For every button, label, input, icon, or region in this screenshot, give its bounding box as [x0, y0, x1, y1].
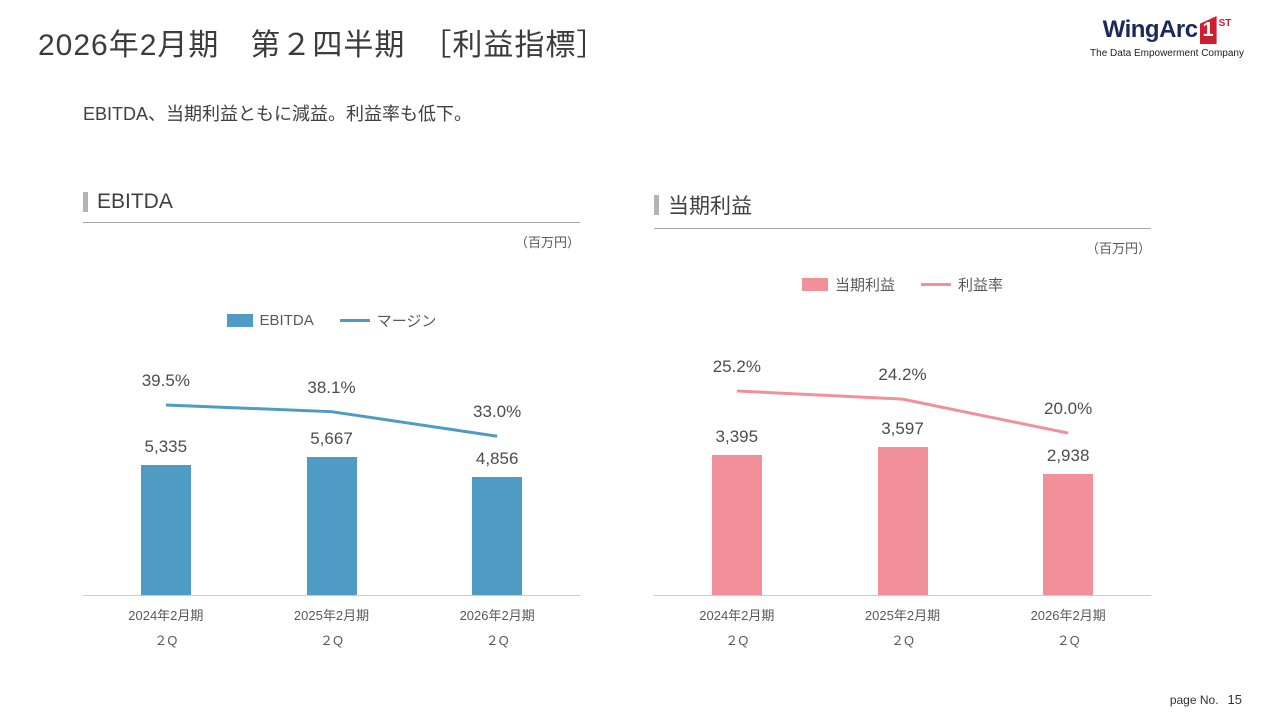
legend-item-profit-rate: 利益率 [921, 274, 1003, 295]
bar-2 [1043, 474, 1094, 595]
net-income-legend: 当期利益 利益率 [654, 274, 1151, 295]
bar-swatch-icon [226, 314, 253, 327]
bar-0 [140, 465, 191, 595]
net-income-section-header: 当期利益 [654, 190, 1151, 229]
category-label-0: 2024年2月期 ２Q [699, 608, 775, 648]
logo-tagline: The Data Empowerment Company [1090, 48, 1244, 59]
legend-item-ebitda: EBITDA [226, 310, 314, 331]
net-income-plot-area: 3,395 25.2% 2024年2月期 ２Q 3,597 24.2% 2025年2月期 ２Q… [654, 340, 1151, 648]
net-income-chart-panel: 当期利益 （百万円） 当期利益 利益率 3,395 25.2% 2024年2月期 ２Q… [654, 190, 1151, 660]
legend-label-net-income: 当期利益 [834, 277, 895, 294]
line-swatch-icon [921, 283, 951, 286]
page-number: 15 [1227, 692, 1242, 707]
bar-0 [711, 455, 762, 595]
category-label-1: 2025年2月期 ２Q [864, 608, 941, 648]
line-point-label-1: 24.2% [878, 365, 927, 385]
legend-item-net-income: 当期利益 [801, 274, 895, 295]
bar-value-label-0: 3,395 [715, 427, 759, 447]
ebitda-section-header: EBITDA [83, 190, 580, 223]
line-point-label-1: 38.1% [307, 377, 356, 397]
line-point-label-0: 39.5% [141, 370, 190, 390]
legend-item-margin: マージン [339, 310, 437, 331]
net-income-unit-label: （百万円） [1085, 241, 1151, 256]
ebitda-unit-label: （百万円） [514, 235, 580, 250]
ebitda-legend: EBITDA マージン [83, 310, 580, 331]
line-swatch-icon [339, 319, 370, 322]
category-label-2: 2026年2月期 ２Q [459, 608, 535, 648]
ebitda-section-title: EBITDA [97, 190, 173, 213]
logo-brand-text: WingArc [1102, 16, 1198, 43]
ebitda-chart-panel: EBITDA （百万円） EBITDA マージン 5,335 39.5% 2024年… [83, 190, 580, 660]
bar-value-label-0: 5,335 [144, 437, 188, 457]
legend-label-profit-rate: 利益率 [958, 277, 1004, 294]
category-label-1: 2025年2月期 ２Q [293, 608, 370, 648]
logo-numeral-icon: 1 [1199, 16, 1217, 44]
bar-value-label-1: 3,597 [881, 419, 924, 439]
net-income-section-title: 当期利益 [668, 195, 752, 218]
page-title: 2026年2月期 第２四半期 ［利益指標］ [38, 29, 608, 62]
bar-value-label-1: 5,667 [310, 429, 353, 449]
trend-line [736, 389, 1069, 435]
line-point-label-2: 20.0% [1044, 399, 1093, 419]
bar-swatch-icon [801, 278, 828, 291]
line-point-label-0: 25.2% [712, 357, 761, 376]
line-point-label-2: 33.0% [473, 402, 522, 422]
category-label-0: 2024年2月期 ２Q [128, 608, 204, 648]
wingarc-logo: WingArc 1 ST The Data Empowerment Compan… [1090, 16, 1244, 59]
bar-2 [472, 477, 523, 595]
section-marker-icon [83, 192, 88, 212]
bar-value-label-2: 2,938 [1046, 446, 1090, 466]
category-label-2: 2026年2月期 ２Q [1030, 608, 1106, 648]
bar-1 [877, 447, 928, 595]
logo-suffix-text: ST [1218, 18, 1232, 29]
bar-value-label-2: 4,856 [475, 449, 519, 469]
legend-label-ebitda: EBITDA [259, 312, 314, 329]
page-number-label: page No. [1169, 693, 1219, 707]
logo-wordmark: WingArc 1 ST [1090, 16, 1244, 44]
trend-line [165, 403, 498, 438]
ebitda-plot-area: 5,335 39.5% 2024年2月期 ２Q 5,667 38.1% 2025年2月期 ２Q… [83, 340, 580, 648]
legend-label-margin: マージン [376, 313, 437, 330]
slide-subtitle: EBITDA、当期利益ともに減益。利益率も低下。 [83, 104, 473, 124]
section-marker-icon [654, 195, 659, 215]
bar-1 [306, 457, 357, 595]
page-footer: page No. 15 [1170, 692, 1242, 707]
